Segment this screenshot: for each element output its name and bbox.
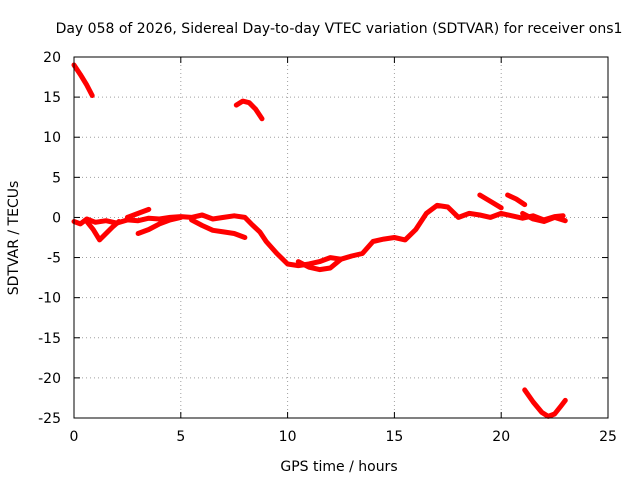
series-line-main-trace: [71, 202, 566, 269]
y-tick-label: -15: [38, 331, 61, 347]
y-tick-label: 20: [43, 50, 61, 66]
x-tick-label: 25: [599, 429, 617, 445]
grid-lines: [74, 57, 608, 418]
plot-frame: [73, 56, 609, 419]
series-line-band-nineteen-upper: [477, 192, 504, 211]
x-tick-label: 10: [279, 429, 297, 445]
x-tick-label: 15: [385, 429, 403, 445]
series-line-arc-twenty-two: [522, 387, 568, 419]
y-axis-label: SDTVAR / TECUs: [6, 181, 22, 296]
y-tick-label: 10: [43, 130, 61, 146]
y-tick-label: -5: [47, 251, 61, 267]
y-tick-label: -10: [38, 291, 61, 307]
y-tick-label: 5: [52, 170, 61, 186]
y-tick-label: 0: [52, 210, 61, 226]
data-series: [71, 62, 568, 419]
x-tick-label: 20: [492, 429, 510, 445]
series-line-band-lower-left: [84, 219, 122, 243]
series-line-band-dip-twelve: [295, 256, 344, 273]
series-line-arc-start: [71, 62, 95, 98]
y-tick-label: -20: [38, 371, 61, 387]
series-line-arc-eight: [233, 98, 265, 122]
x-tick-label: 5: [176, 429, 185, 445]
chart-title: Day 058 of 2026, Sidereal Day-to-day VTE…: [56, 21, 623, 37]
series-line-band-twenty-two: [520, 210, 568, 224]
y-tick-label: -25: [38, 411, 61, 427]
y-tick-label: 15: [43, 90, 61, 106]
series-line-band-mid-low: [135, 214, 184, 236]
x-tick-label: 0: [70, 429, 79, 445]
axis-ticks: 0 5 10 15 20 25 -25 -20 -15 -10 -5 0 5 10 15 20: [38, 50, 617, 445]
series-line-band-twenty-one: [505, 192, 528, 208]
series-line-band-upper-left: [124, 206, 152, 220]
series-line-band-six-to-eight: [189, 217, 248, 240]
x-axis-label: GPS time / hours: [280, 459, 397, 475]
